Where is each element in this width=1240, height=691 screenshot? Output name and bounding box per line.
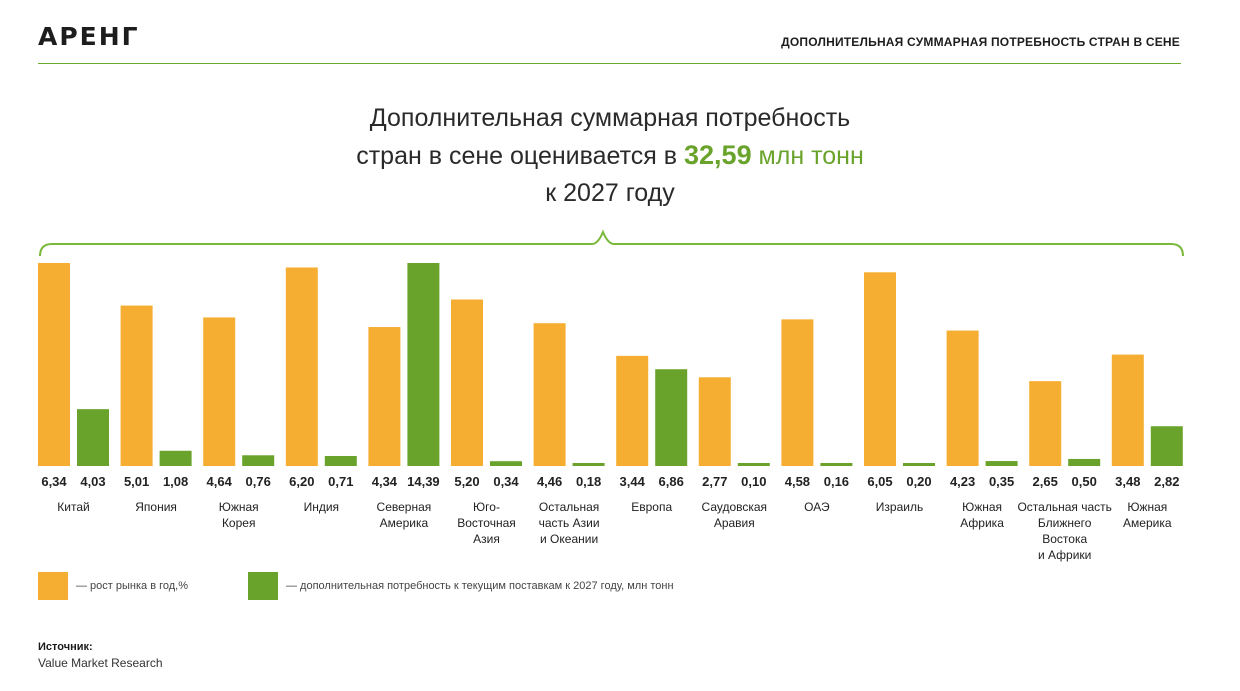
bar-market-growth [698,377,731,466]
bar-market-growth [864,272,896,466]
legend-label-additional-demand: — дополнительная потребность к текущим п… [286,580,674,592]
bar-additional-demand [903,463,935,466]
bar-market-growth [368,327,401,466]
headline-line-2: стран в сене оценивается в 32,59 млн тон… [220,137,1000,175]
bar-additional-demand [77,409,109,466]
headline-total-unit: млн тонн [758,142,864,170]
value-label-additional-demand: 0,34 [493,474,519,489]
category-label: Южная Америка [1123,500,1172,530]
bar-additional-demand [820,463,853,466]
bar-additional-demand [159,450,192,466]
value-label-additional-demand: 6,86 [659,474,684,489]
headline-bracket [39,229,1184,257]
value-label-additional-demand: 2,82 [1154,474,1179,489]
headline-total-value: 32,59 [684,140,752,170]
value-label-market-growth: 4,64 [207,474,233,489]
legend-swatch-orange [38,572,68,600]
bar-market-growth [616,355,649,466]
value-label-additional-demand: 0,35 [989,474,1014,489]
bar-market-growth [451,299,483,466]
bar-market-growth [38,263,70,466]
bar-additional-demand [985,461,1018,466]
value-label-market-growth: 6,34 [41,474,67,489]
category-label: Китай [57,500,89,514]
bar-market-growth [1029,381,1062,466]
bar-market-growth [946,330,979,466]
category-label: Европа [631,500,672,514]
category-label: Саудовская Аравия [702,500,768,530]
headline-line-3: к 2027 году [545,179,675,207]
category-label: Юго-Восточная Азия [457,500,516,546]
value-label-market-growth: 2,65 [1033,474,1058,489]
headline-line-2-prefix: стран в сене оценивается в [356,142,678,170]
source-text: Value Market Research [38,656,163,670]
bar-additional-demand [242,455,275,466]
value-label-market-growth: 3,48 [1115,474,1140,489]
value-label-market-growth: 2,77 [702,474,727,489]
headline-line-1: Дополнительная суммарная потребность [369,104,851,132]
header-divider [38,63,1181,64]
value-label-market-growth: 4,46 [537,474,562,489]
bar-market-growth [285,267,318,466]
bar-market-growth [203,317,236,466]
category-label: Остальная часть Ближнего Востока и Африки [1017,500,1111,562]
bar-additional-demand [407,263,440,466]
bar-additional-demand [324,455,357,466]
value-label-market-growth: 5,20 [454,474,479,489]
bar-additional-demand [1150,426,1183,466]
value-label-market-growth: 4,34 [372,474,398,489]
value-label-additional-demand: 0,76 [246,474,271,489]
bar-market-growth [120,305,153,466]
headline: Дополнительная суммарная потребность стр… [220,100,1000,212]
bar-additional-demand [490,461,522,466]
value-label-additional-demand: 14,39 [407,474,440,489]
category-label: Южная Африка [960,500,1004,530]
value-label-market-growth: 4,23 [950,474,975,489]
value-label-additional-demand: 1,08 [163,474,188,489]
bar-additional-demand [655,369,688,466]
category-label: Япония [135,500,177,514]
legend-item-market-growth: — рост рынка в год,% [38,572,188,600]
document-title: ДОПОЛНИТЕЛЬНАЯ СУММАРНАЯ ПОТРЕБНОСТЬ СТР… [781,35,1180,49]
category-label: Северная Америка [377,500,432,530]
value-label-additional-demand: 0,16 [824,474,849,489]
category-label: Израиль [876,500,923,514]
value-label-additional-demand: 4,03 [80,474,105,489]
bar-additional-demand [737,463,770,466]
source-note: Источник: Value Market Research [38,639,163,671]
value-label-additional-demand: 0,10 [741,474,766,489]
category-label: Индия [304,500,339,514]
legend-swatch-green [248,572,278,600]
bar-additional-demand [572,463,605,466]
company-logo: АРЕНГ [38,22,140,51]
bar-additional-demand [1068,458,1101,466]
bar-market-growth [533,323,566,466]
value-label-market-growth: 6,20 [289,474,314,489]
value-label-market-growth: 4,58 [785,474,810,489]
source-label: Источник: [38,641,93,653]
legend-item-additional-demand: — дополнительная потребность к текущим п… [248,572,674,600]
bar-market-growth [781,319,814,466]
value-label-market-growth: 5,01 [124,474,149,489]
category-label: Остальная часть Азии и Океании [539,500,600,546]
legend-label-market-growth: — рост рынка в год,% [76,580,189,592]
value-label-additional-demand: 0,18 [576,474,601,489]
value-label-market-growth: 3,44 [620,474,646,489]
category-label: ОАЭ [804,500,830,514]
value-label-market-growth: 6,05 [867,474,892,489]
bar-market-growth [1111,354,1144,466]
value-label-additional-demand: 0,50 [1072,474,1097,489]
value-label-additional-demand: 0,20 [906,474,931,489]
category-label: Южная Корея [219,500,259,530]
value-label-additional-demand: 0,71 [328,474,353,489]
